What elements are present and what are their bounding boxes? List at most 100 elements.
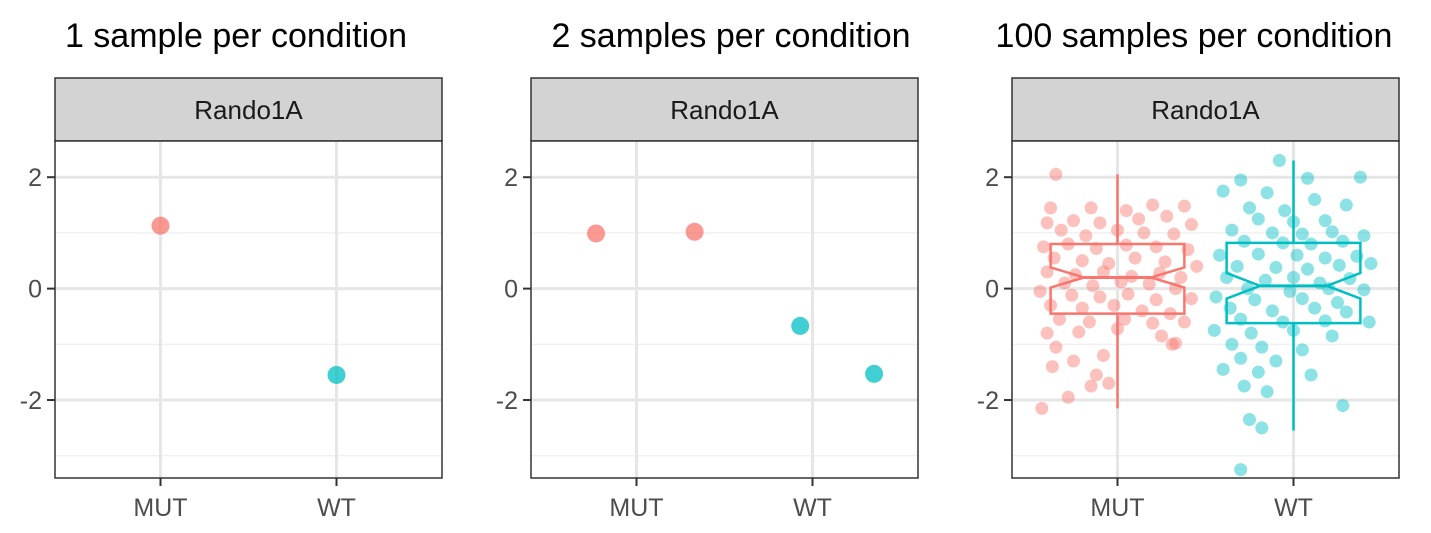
data-point [1082,315,1096,329]
plot-background [531,141,918,478]
data-point [1295,292,1309,306]
data-point [1096,348,1110,362]
data-point [1343,272,1357,286]
plot-area: 2 0 -2 MUT WT [977,140,1400,522]
data-point [1146,198,1160,212]
data-point [791,316,810,335]
data-point [1119,204,1133,218]
data-point [1061,237,1075,251]
data-point [1260,385,1274,399]
data-point [1290,248,1304,262]
data-point [1325,225,1339,239]
data-point [1336,234,1350,248]
data-point [1158,255,1172,269]
data-point [1260,186,1274,200]
data-point [1265,226,1279,240]
data-point [1058,276,1072,290]
data-point [1331,296,1344,310]
data-point [1044,201,1058,215]
data-point [1079,229,1093,243]
data-point [1035,401,1049,415]
data-point [1084,379,1098,393]
y-tick-label: 2 [985,164,999,192]
data-point [1287,215,1300,229]
data-point [1304,368,1318,382]
data-point [1096,265,1110,279]
panel-1: 1 sample per condition Rando1A 2 0 -2 MUT WT [20,17,443,522]
data-point [1357,283,1371,297]
data-point [1207,323,1221,337]
data-point [1322,282,1336,296]
data-point [1089,242,1103,256]
data-point [1163,307,1177,321]
facet-strip [54,77,443,142]
data-point [1114,275,1128,289]
x-tick-label: MUT [1090,494,1144,522]
data-point [1269,260,1283,274]
data-point [1040,216,1054,230]
data-point [1072,325,1086,339]
data-point [1216,362,1230,376]
data-point [1287,270,1300,284]
data-point [1086,279,1100,293]
data-point [1237,379,1251,393]
data-point [587,224,606,243]
y-tick-label: -2 [20,387,42,415]
box [1049,242,1186,315]
data-point [1033,284,1047,298]
facet-strip [1011,77,1400,142]
plot-background [1012,141,1399,478]
data-point [1223,301,1237,315]
data-point [1049,340,1063,354]
data-point [1308,192,1322,206]
data-point [1350,249,1364,263]
data-point [1209,290,1223,304]
data-point [1362,315,1376,329]
data-point [1107,298,1121,312]
facet-strip-label: Rando1A [1151,95,1260,125]
data-point [1132,212,1146,226]
data-point [1142,277,1156,291]
x-tick-label: MUT [133,494,187,522]
data-point [1040,265,1054,279]
data-point [1248,293,1262,307]
plot-area: 2 0 -2 MUT WT [20,140,443,522]
y-tick-label: 2 [504,164,518,192]
panel-border [54,140,443,479]
data-point [1251,212,1265,226]
data-point [685,222,704,241]
data-point [1276,236,1290,250]
data-point [1251,365,1265,379]
y-tick-label: 2 [28,164,42,192]
data-point [1216,184,1230,198]
data-point [1093,290,1107,304]
data-point [1160,209,1174,223]
data-point [1137,226,1151,240]
data-point [1040,326,1054,340]
data-point [1068,268,1082,282]
data-point [1037,240,1051,254]
data-point [1067,214,1080,228]
x-tick-label: WT [317,494,356,522]
x-tick-label: WT [793,494,832,522]
data-point [1052,312,1066,326]
data-point [1102,257,1116,271]
data-point [1318,214,1332,228]
data-point [1258,273,1272,287]
data-point [1119,238,1133,252]
data-point [1128,251,1142,265]
data-point [1054,223,1068,237]
facet-strip-label: Rando1A [194,95,303,125]
data-point [1364,257,1378,271]
data-point [1184,292,1198,306]
data-point [1220,270,1234,284]
panel-3: 100 samples per condition Rando1A 2 0 -2 MU… [977,17,1400,522]
data-point [1278,204,1292,218]
data-point [327,365,346,384]
data-point [1061,390,1075,404]
data-point [1318,314,1332,328]
panel-title: 100 samples per condition [996,17,1393,55]
data-point [1234,173,1248,187]
plot-area: 2 0 -2 MUT WT [496,140,919,522]
